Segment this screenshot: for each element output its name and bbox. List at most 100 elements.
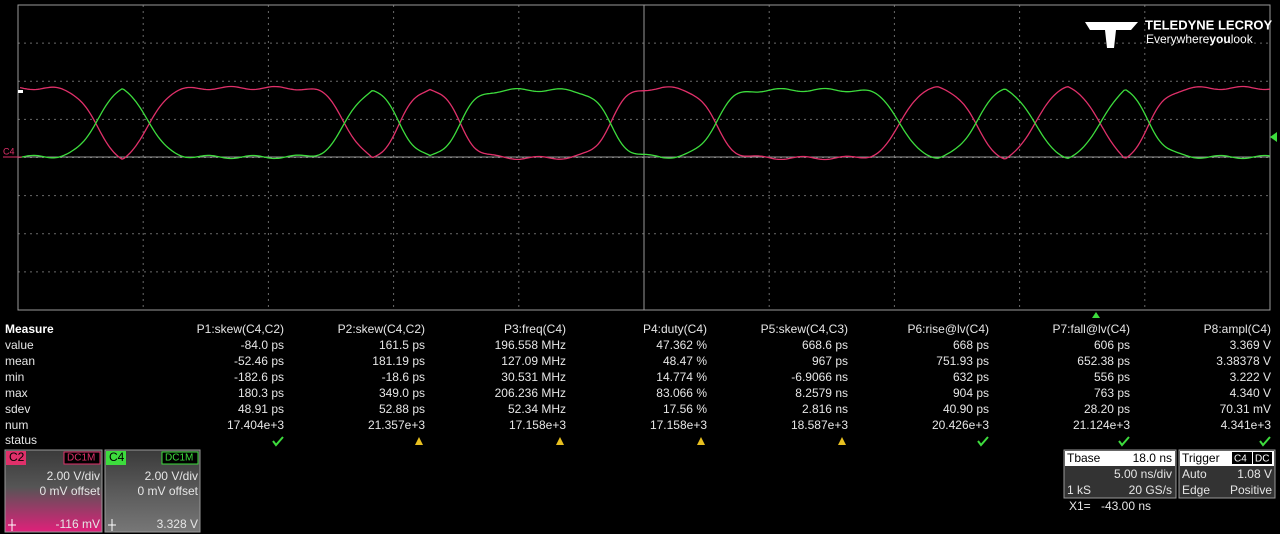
column-header: P1:skew(C4,C2)	[197, 322, 284, 336]
table-title: Measure	[5, 322, 54, 336]
timebase[interactable]: Tbase 18.0 ns 5.00 ns/div 1 kS 20 GS/s	[1063, 449, 1177, 499]
cell: 18.587e+3	[791, 418, 848, 432]
cell: 556 ps	[1094, 370, 1130, 384]
timebase-title: Tbase	[1067, 451, 1101, 465]
trigger-source: C4	[1234, 454, 1247, 465]
grid	[18, 5, 1270, 310]
cell: 20.426e+3	[932, 418, 989, 432]
cursor-value: -43.00 ns	[1101, 499, 1151, 513]
trigger[interactable]: Trigger C4 DC Auto 1.08 V Edge Positive	[1178, 449, 1276, 499]
measure-table: Measure P1:skew(C4,C2) P2:skew(C4,C2) P3:fr…	[5, 322, 1271, 447]
cell: 127.09 MHz	[501, 354, 566, 368]
status-ok	[272, 436, 284, 447]
status-warning	[556, 437, 564, 445]
column-header: P4:duty(C4)	[643, 322, 707, 336]
status-warning	[415, 437, 423, 445]
row-label: mean	[5, 354, 35, 368]
cell: 28.20 ps	[1084, 402, 1130, 416]
row-label: max	[5, 386, 28, 400]
cell: 751.93 ps	[936, 354, 989, 368]
cell: 3.369 V	[1230, 338, 1271, 352]
column-header: P7:fall@lv(C4)	[1052, 322, 1130, 336]
offset: 0 mV offset	[138, 484, 199, 498]
row-label: status	[5, 433, 37, 447]
icon	[108, 519, 116, 531]
channel-name: C2	[9, 450, 25, 464]
logo: TELEDYNE LECROY Everywhereyoulook	[1085, 17, 1272, 48]
channel-name: C4	[109, 450, 125, 464]
cell: -18.6 ps	[382, 370, 425, 384]
time-scale: 5.00 ns/div	[1114, 467, 1172, 481]
row-label: num	[5, 418, 28, 432]
source-tag	[1232, 452, 1252, 464]
tagline: Everywhereyoulook	[1146, 32, 1254, 46]
trace-c4	[19, 87, 1271, 160]
status-warning	[697, 437, 705, 445]
delay: 18.0 ns	[1133, 451, 1172, 465]
brand: TELEDYNE LECROY	[1145, 17, 1272, 32]
cell: 904 ps	[953, 386, 989, 400]
status-warning	[838, 437, 846, 445]
trigger-level: 1.08 V	[1237, 467, 1272, 481]
cell: 632 ps	[953, 370, 989, 384]
cell: 4.340 V	[1230, 386, 1271, 400]
cell: 17.158e+3	[509, 418, 566, 432]
cursor-label: X1=	[1069, 499, 1091, 513]
coupling-tag	[63, 451, 101, 465]
cell: 17.404e+3	[227, 418, 284, 432]
cell: 21.357e+3	[368, 418, 425, 432]
column-header: P3:freq(C4)	[504, 322, 566, 336]
cell: 40.90 ps	[943, 402, 989, 416]
column-header: P8:ampl(C4)	[1204, 322, 1271, 336]
cell: 349.0 ps	[379, 386, 425, 400]
cell: 48.91 ps	[238, 402, 284, 416]
cell: 48.47 %	[663, 354, 707, 368]
cell: 17.158e+3	[650, 418, 707, 432]
cell: 606 ps	[1094, 338, 1130, 352]
cell: -84.0 ps	[241, 338, 284, 352]
cell: 180.3 ps	[238, 386, 284, 400]
channel-c4[interactable]: C4 DC1M 2.00 V/div 0 mV offset 3.328 V	[104, 449, 201, 533]
status-ok	[1118, 436, 1130, 447]
cell: 30.531 MHz	[501, 370, 566, 384]
icon	[8, 519, 16, 531]
row-label: value	[5, 338, 34, 352]
logo-icon	[1085, 22, 1138, 48]
scale: 2.00 V/div	[47, 469, 100, 483]
sample-rate: 20 GS/s	[1129, 483, 1172, 497]
trigger-position	[1092, 312, 1100, 318]
cell: 967 ps	[812, 354, 848, 368]
cell: 4.341e+3	[1221, 418, 1272, 432]
row-label: sdev	[5, 402, 30, 416]
scale: 2.00 V/div	[145, 469, 198, 483]
coupling-tag	[161, 451, 199, 465]
cell: 161.5 ps	[379, 338, 425, 352]
coupling-tag	[1253, 452, 1272, 464]
trigger-coupling: DC	[1255, 454, 1269, 465]
cell: -6.9066 ns	[791, 370, 848, 384]
column-header: P6:rise@lv(C4)	[907, 322, 989, 336]
status-ok	[1259, 436, 1271, 447]
reading: -116 mV	[56, 517, 100, 531]
trigger-slope: Positive	[1230, 483, 1272, 497]
coupling: DC1M	[165, 453, 193, 464]
cell: 206.236 MHz	[495, 386, 566, 400]
status-ok	[977, 436, 989, 447]
cell: 52.88 ps	[379, 402, 425, 416]
trace-label: C4	[3, 146, 15, 156]
cell: 8.2579 ns	[795, 386, 848, 400]
channel-tag	[6, 451, 26, 465]
cell: 70.31 mV	[1220, 402, 1271, 416]
cell: 14.774 %	[656, 370, 707, 384]
channel-tag	[106, 451, 126, 465]
cell: -52.46 ps	[234, 354, 284, 368]
cell: 181.19 ps	[372, 354, 425, 368]
column-header: P5:skew(C4,C3)	[761, 322, 848, 336]
marker	[18, 90, 23, 93]
channel-c2[interactable]: C2 DC1M 2.00 V/div 0 mV offset -116 mV	[4, 449, 103, 533]
trigger-type: Edge	[1182, 483, 1210, 497]
trigger-mode: Auto	[1182, 467, 1207, 481]
cell: 3.222 V	[1230, 370, 1271, 384]
cell: 17.56 %	[663, 402, 707, 416]
